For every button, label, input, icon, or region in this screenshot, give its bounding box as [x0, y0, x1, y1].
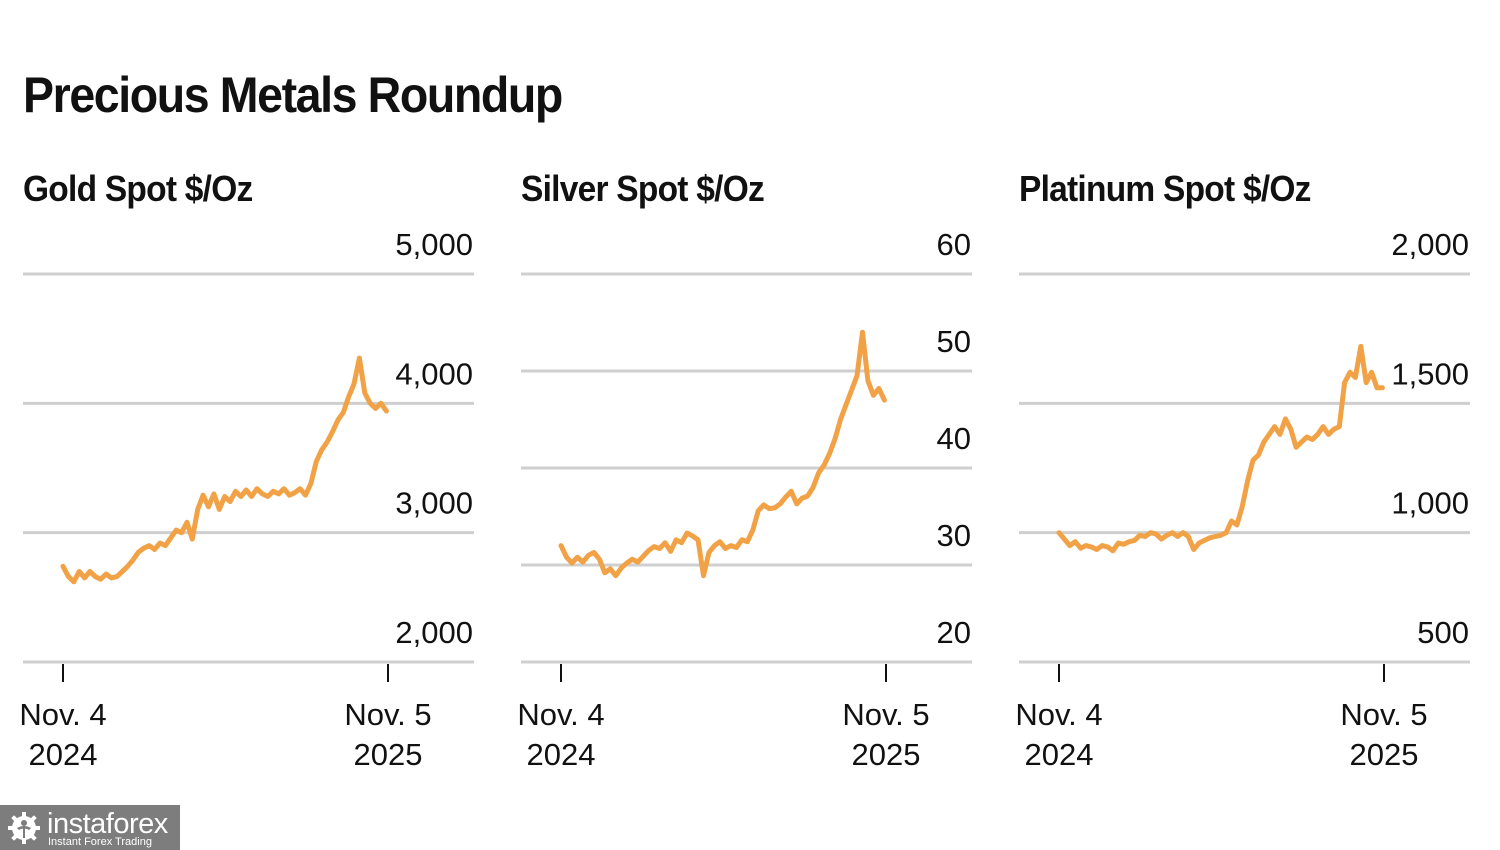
silver-x-tick-label-year: 2025 — [852, 737, 921, 772]
platinum-y-tick-label: 500 — [1417, 615, 1469, 650]
gold-chart: 2,000 3,000 4,000 5,000 Nov. 4 2024 Nov. 5 2025 — [19, 227, 474, 772]
platinum-x-tick-label-year: 2025 — [1350, 737, 1419, 772]
platinum-y-tick-label: 2,000 — [1391, 227, 1469, 262]
gold-y-tick-label: 3,000 — [395, 486, 473, 521]
silver-x-tick-label-date: Nov. 4 — [517, 697, 604, 732]
silver-y-tick-label: 20 — [937, 615, 971, 650]
watermark-brand: instaforex — [47, 808, 168, 840]
gold-chart-title: Gold Spot $/Oz — [23, 168, 253, 209]
watermark-tagline: Instant Forex Trading — [48, 836, 152, 848]
platinum-y-tick-label: 1,000 — [1391, 486, 1469, 521]
watermark: instaforex Instant Forex Trading — [0, 805, 180, 850]
silver-chart-title: Silver Spot $/Oz — [521, 168, 765, 209]
gold-y-tick-label: 5,000 — [395, 227, 473, 262]
silver-y-tick-label: 30 — [937, 518, 971, 553]
gold-x-tick-label-year: 2025 — [354, 737, 423, 772]
gear-person-icon — [8, 812, 40, 844]
gold-y-tick-label: 2,000 — [395, 615, 473, 650]
silver-y-tick-label: 50 — [937, 324, 971, 359]
platinum-chart-title: Platinum Spot $/Oz — [1019, 168, 1311, 209]
gold-price-line — [60, 355, 389, 585]
platinum-chart: 500 1,000 1,500 2,000 Nov. 4 2024 Nov. 5 2025 — [1015, 227, 1470, 772]
platinum-y-tick-label: 1,500 — [1391, 356, 1469, 391]
silver-chart: 20 30 40 50 60 Nov. 4 2024 Nov. 5 2025 — [517, 227, 972, 772]
platinum-x-tick-label-year: 2024 — [1025, 737, 1094, 772]
silver-price-line — [558, 329, 887, 579]
platinum-x-tick-label-date: Nov. 4 — [1015, 697, 1102, 732]
silver-x-tick-label-date: Nov. 5 — [842, 697, 929, 732]
platinum-price-line — [1056, 343, 1385, 554]
silver-x-tick-label-year: 2024 — [527, 737, 596, 772]
gold-x-tick-label-date: Nov. 5 — [344, 697, 431, 732]
page-title: Precious Metals Roundup — [23, 67, 563, 123]
gold-y-tick-label: 4,000 — [395, 356, 473, 391]
gold-x-tick-label-date: Nov. 4 — [19, 697, 106, 732]
gold-x-tick-label-year: 2024 — [29, 737, 98, 772]
platinum-x-tick-label-date: Nov. 5 — [1340, 697, 1427, 732]
silver-y-tick-label: 60 — [937, 227, 971, 262]
silver-y-tick-label: 40 — [937, 421, 971, 456]
